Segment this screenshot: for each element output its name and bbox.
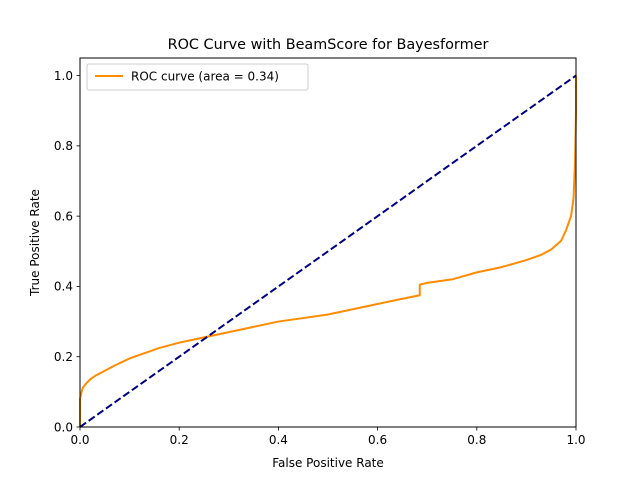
x-tick-label: 0.6	[368, 433, 387, 447]
x-tick-label: 0.4	[269, 433, 288, 447]
y-tick-label: 0.8	[54, 139, 73, 153]
x-tick-label: 1.0	[566, 433, 585, 447]
chance-diagonal-line	[79, 74, 577, 428]
x-axis-ticks: 0.0 0.2 0.4 0.6 0.8 1.0	[70, 427, 586, 447]
y-tick-label: 0.6	[54, 209, 73, 223]
y-tick-label: 0.0	[54, 420, 73, 434]
y-axis-label: True Positive Rate	[28, 189, 42, 297]
x-tick-label: 0.8	[467, 433, 486, 447]
roc-curve-line	[79, 75, 577, 427]
legend: ROC curve (area = 0.34)	[86, 63, 309, 91]
y-tick-label: 0.4	[54, 280, 73, 294]
x-tick-label: 0.2	[170, 433, 189, 447]
y-tick-label: 0.2	[54, 350, 73, 364]
x-tick-label: 0.0	[70, 433, 89, 447]
legend-label-roc: ROC curve (area = 0.34)	[131, 70, 279, 84]
y-tick-label: 1.0	[54, 69, 73, 83]
series-layer	[79, 74, 577, 428]
chart-title: ROC Curve with BeamScore for Bayesformer	[168, 37, 489, 53]
legend-box	[86, 63, 309, 91]
y-axis-ticks: 0.0 0.2 0.4 0.6 0.8 1.0	[54, 69, 80, 434]
plot-area-background	[80, 58, 576, 427]
x-axis-label: False Positive Rate	[272, 456, 384, 470]
plot-frame	[79, 57, 577, 428]
